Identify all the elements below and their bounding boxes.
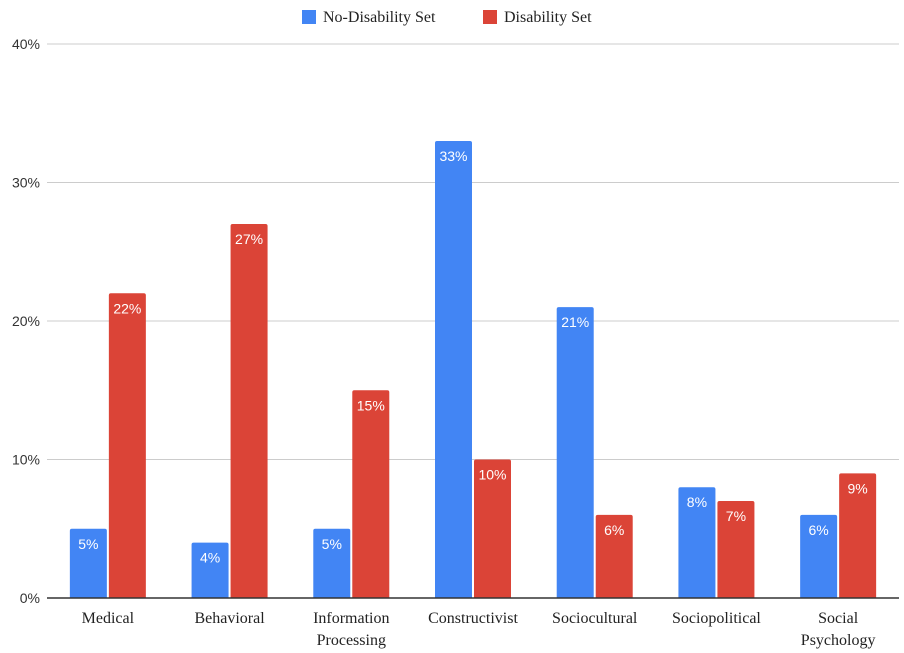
category-label: Behavioral	[194, 610, 265, 627]
category-label: Medical	[82, 610, 135, 627]
legend-label: No-Disability Set	[323, 9, 436, 26]
gridlines	[47, 43, 899, 460]
legend-swatch	[483, 10, 497, 24]
data-label: 33%	[439, 148, 467, 164]
data-label: 6%	[604, 522, 624, 538]
x-axis: Medical Behavioral Information Processing Co…	[47, 597, 899, 649]
data-label: 4%	[200, 550, 220, 566]
bar	[800, 514, 838, 598]
category-label: Psychology	[801, 632, 876, 649]
y-tick-label: 0%	[20, 590, 40, 606]
bar	[313, 528, 351, 598]
data-label: 27%	[235, 231, 263, 247]
data-label: 5%	[78, 536, 98, 552]
data-label: 10%	[478, 467, 506, 483]
legend: No-Disability Set Disability Set	[302, 9, 592, 26]
bar	[678, 487, 716, 598]
bar	[230, 224, 268, 599]
data-label: 6%	[809, 522, 829, 538]
bar	[717, 501, 755, 598]
bar	[191, 542, 229, 598]
y-tick-label: 40%	[12, 36, 40, 52]
data-label: 21%	[561, 314, 589, 330]
data-label: 22%	[113, 300, 141, 316]
data-label: 5%	[322, 536, 342, 552]
bar	[839, 473, 877, 598]
category-label: Social	[818, 610, 859, 627]
bar	[69, 528, 107, 598]
data-label: 9%	[848, 480, 868, 496]
category-label: Constructivist	[428, 610, 518, 627]
legend-label: Disability Set	[504, 9, 592, 26]
data-label: 8%	[687, 494, 707, 510]
data-label: 7%	[726, 508, 746, 524]
bar	[435, 140, 472, 598]
bars: 5% 22% 4% 27% 5% 15% 33% 10% 21% 6% 8% 7% 6% 9%	[69, 140, 877, 599]
y-tick-label: 20%	[12, 313, 40, 329]
legend-swatch	[302, 10, 316, 24]
bar	[474, 459, 511, 598]
y-tick-label: 30%	[12, 175, 40, 191]
bar	[556, 307, 594, 598]
bar	[595, 514, 633, 598]
bar	[108, 293, 146, 598]
category-label: Information	[313, 610, 389, 627]
category-label: Sociopolitical	[672, 610, 761, 627]
y-tick-label: 10%	[12, 452, 40, 468]
bar	[352, 390, 390, 598]
y-axis: 0% 10% 20% 30% 40%	[12, 36, 40, 606]
data-label: 15%	[357, 397, 385, 413]
category-label: Processing	[317, 632, 386, 649]
category-label: Sociocultural	[552, 610, 638, 627]
